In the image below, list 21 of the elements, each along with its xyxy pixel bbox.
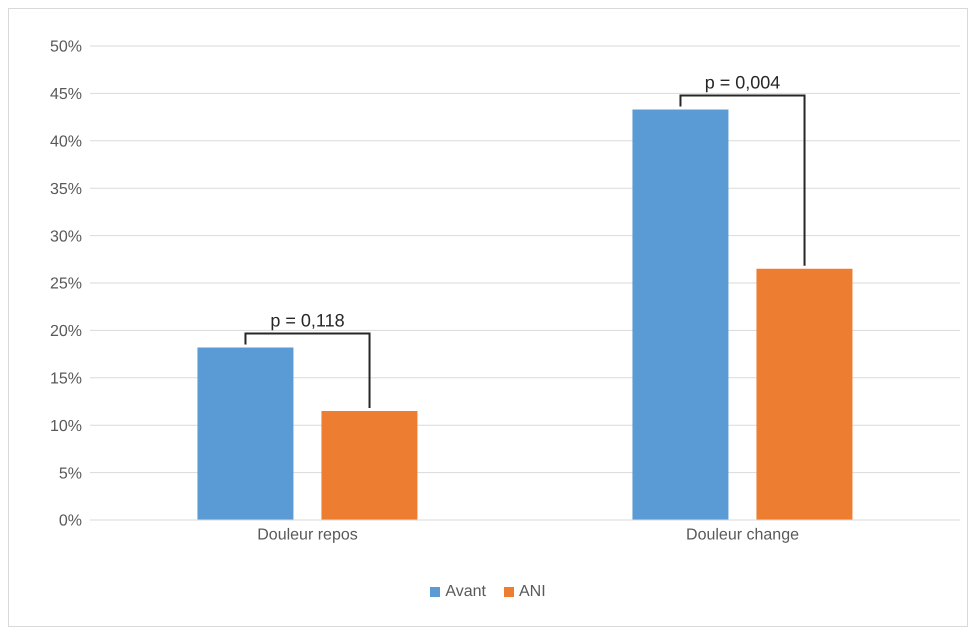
y-tick-label: 0%: [58, 512, 82, 530]
y-tick-label: 30%: [50, 228, 82, 246]
y-tick-label: 45%: [50, 86, 82, 104]
legend-label: ANI: [518, 583, 546, 601]
annotation: p = 0,004: [704, 72, 780, 93]
bar: [632, 110, 728, 520]
bar: [197, 347, 294, 520]
y-tick-label: 50%: [50, 38, 82, 56]
y-tick-label: 5%: [58, 465, 82, 482]
y-tick-label: 40%: [50, 133, 82, 150]
y-tick-label: 35%: [50, 180, 82, 198]
x-tick-label: Douleur change: [686, 526, 800, 544]
y-tick-label: 10%: [50, 418, 82, 435]
y-tick-label: 25%: [50, 276, 82, 293]
y-tick-label: 15%: [50, 370, 82, 388]
bar: [756, 268, 852, 520]
y-tick-label: 20%: [50, 323, 82, 340]
annotation: p = 0,118: [270, 310, 345, 330]
x-tick-label: Douleur repos: [257, 526, 358, 544]
bar: [321, 410, 418, 520]
legend-label: Avant: [444, 583, 486, 601]
